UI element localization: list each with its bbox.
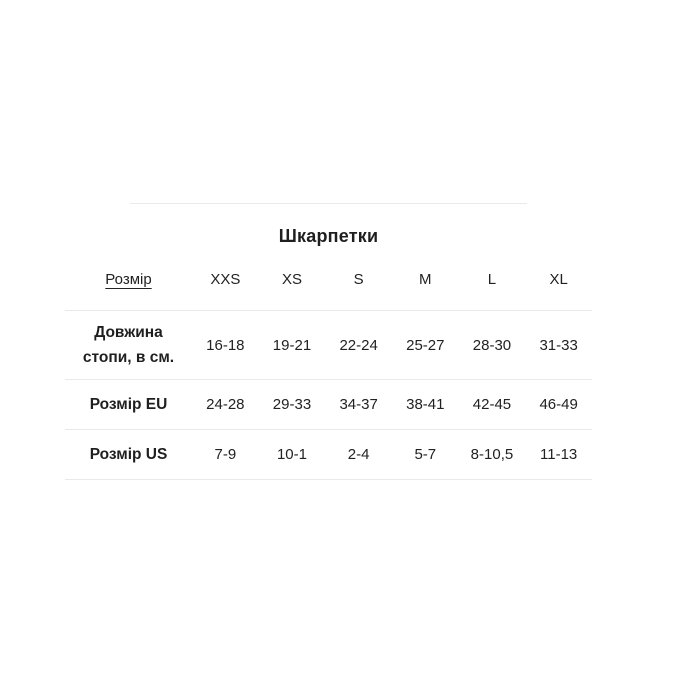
top-divider [130, 203, 527, 204]
table-cell: 2-4 [325, 429, 392, 480]
table-cell: 29-33 [258, 379, 326, 430]
row-label: Розмір EU [65, 379, 192, 430]
column-header-s: S [325, 249, 392, 311]
table-header-row: Розмір XXS XS S M L XL [65, 249, 592, 311]
chart-title: Шкарпетки [278, 226, 379, 246]
table-cell: 11-13 [525, 429, 592, 480]
table-cell: 22-24 [325, 310, 392, 380]
size-header-cell: Розмір [65, 249, 192, 311]
table-cell: 5-7 [391, 429, 459, 480]
table-cell: 31-33 [525, 310, 592, 380]
column-header-xs: XS [258, 249, 326, 311]
table-cell: 10-1 [258, 429, 326, 480]
table-cell: 16-18 [192, 310, 259, 380]
table-cell: 7-9 [192, 429, 259, 480]
column-header-l: L [458, 249, 526, 311]
size-table: Розмір XXS XS S M L XL Довжина стопи, в … [65, 249, 592, 480]
table-cell: 42-45 [458, 379, 526, 430]
row-label: Довжина стопи, в см. [65, 310, 192, 380]
size-header-label: Розмір [105, 271, 152, 288]
table-cell: 24-28 [192, 379, 259, 430]
table-row-foot-length: Довжина стопи, в см. 16-18 19-21 22-24 2… [65, 310, 592, 380]
table-row-eu-size: Розмір EU 24-28 29-33 34-37 38-41 42-45 … [65, 379, 592, 430]
table-cell: 19-21 [258, 310, 326, 380]
table-row-us-size: Розмір US 7-9 10-1 2-4 5-7 8-10,5 11-13 [65, 429, 592, 480]
table-cell: 34-37 [325, 379, 392, 430]
table-cell: 46-49 [525, 379, 592, 430]
row-label: Розмір US [65, 429, 192, 480]
table-cell: 38-41 [391, 379, 459, 430]
column-header-xxs: XXS [192, 249, 259, 311]
table-cell: 28-30 [458, 310, 526, 380]
size-chart: Шкарпетки Розмір XXS XS S M L XL Довжина… [65, 203, 592, 480]
table-cell: 25-27 [391, 310, 459, 380]
table-cell: 8-10,5 [458, 429, 526, 480]
column-header-xl: XL [525, 249, 592, 311]
column-header-m: M [391, 249, 459, 311]
